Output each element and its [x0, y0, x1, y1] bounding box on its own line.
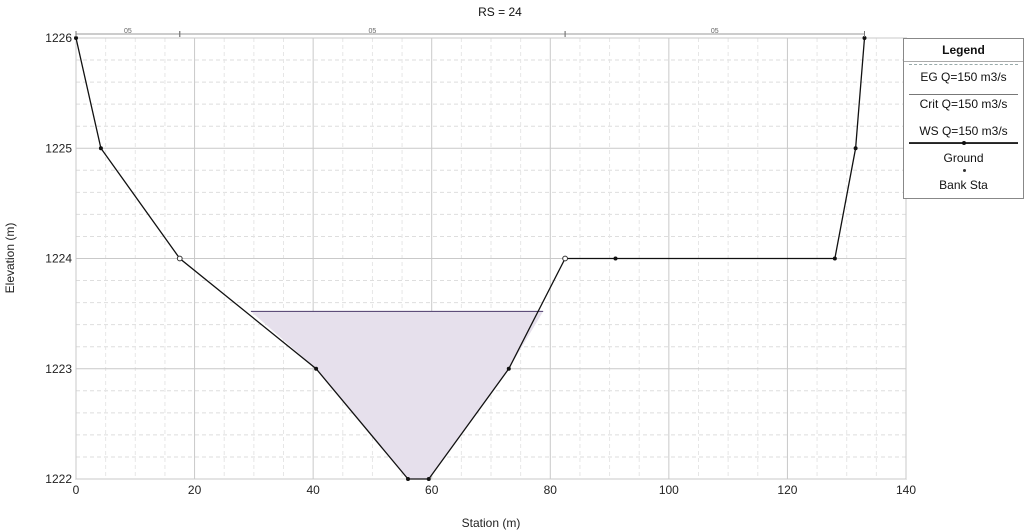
legend-label-ws: WS Q=150 m3/s [919, 124, 1008, 138]
x-tick-label: 0 [73, 483, 80, 497]
x-tick-label: 140 [896, 483, 916, 497]
n-value-label: 05 [711, 28, 719, 35]
n-value-label: 05 [369, 28, 377, 35]
x-tick-label: 120 [777, 483, 797, 497]
legend-label-bank-sta: Bank Sta [939, 178, 988, 192]
ground-point [314, 366, 319, 371]
legend-swatch-eg [909, 64, 1018, 65]
tick-labels: 0 20 40 60 80 100 120 140 1222 1223 1224 1225 1226 [45, 31, 916, 497]
legend-swatch-ground [909, 141, 1018, 145]
water-fill [250, 311, 544, 479]
y-tick-label: 1223 [45, 362, 72, 376]
ground-point [98, 146, 103, 151]
ground-point [832, 256, 837, 261]
plot-area: 05 05 05 [74, 28, 867, 481]
legend-item-eg: EG Q=150 m3/s [904, 62, 1023, 89]
ground-point [74, 36, 78, 40]
y-axis-title: Elevation (m) [3, 223, 17, 294]
legend-item-bank-sta: Bank Sta [904, 169, 1023, 197]
legend-title: Legend [904, 39, 1023, 62]
y-tick-label: 1224 [45, 252, 72, 266]
x-tick-label: 60 [425, 483, 439, 497]
bank-station-marker [562, 255, 569, 262]
legend-item-crit: Crit Q=150 m3/s [904, 89, 1023, 116]
x-axis-title: Station (m) [462, 516, 521, 530]
ground-line [75, 37, 866, 480]
legend-item-ws: WS Q=150 m3/s [904, 116, 1023, 143]
ground-point [426, 477, 431, 481]
ground-point [613, 256, 618, 261]
x-tick-label: 20 [188, 483, 202, 497]
y-tick-label: 1222 [45, 472, 72, 486]
x-tick-label: 100 [659, 483, 679, 497]
ground-point [853, 146, 858, 151]
legend: Legend EG Q=150 m3/s Crit Q=150 m3/s WS … [903, 38, 1024, 199]
legend-item-ground: Ground [904, 141, 1023, 170]
x-tick-label: 80 [544, 483, 558, 497]
legend-label-eg: EG Q=150 m3/s [920, 70, 1007, 84]
legend-swatch-crit [909, 94, 1018, 95]
y-tick-label: 1225 [45, 141, 72, 155]
legend-label-crit: Crit Q=150 m3/s [919, 97, 1008, 111]
n-value-label: 05 [124, 28, 132, 35]
chart-title: RS = 24 [478, 5, 522, 19]
ground-point [506, 366, 511, 371]
grid-lines [75, 37, 907, 480]
x-tick-label: 40 [306, 483, 320, 497]
y-tick-label: 1226 [45, 31, 72, 45]
ground-point [862, 36, 867, 40]
legend-label-ground: Ground [943, 151, 984, 165]
ground-point [406, 477, 410, 481]
bank-station-marker [176, 255, 183, 262]
